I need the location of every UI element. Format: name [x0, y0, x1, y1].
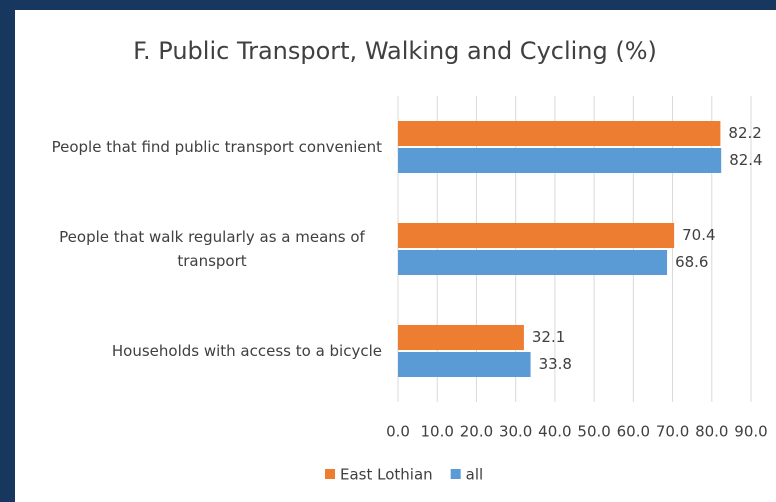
- x-tick-label: 10.0: [421, 423, 454, 441]
- data-label: 32.1: [532, 328, 565, 346]
- data-label: 82.4: [729, 151, 762, 169]
- category-label-box: Households with access to a bicycle: [20, 321, 382, 381]
- x-tick-label: 80.0: [695, 423, 728, 441]
- x-tick-label: 0.0: [386, 423, 410, 441]
- bar: [398, 223, 675, 248]
- x-tick-label: 20.0: [460, 423, 493, 441]
- y-tick-label: People that find public transport conven…: [51, 138, 382, 156]
- category-label-box: People that find public transport conven…: [20, 117, 382, 177]
- data-label: 33.8: [539, 355, 572, 373]
- x-tick-label: 70.0: [656, 423, 689, 441]
- legend-label: all: [466, 466, 484, 484]
- x-tick-label: 40.0: [538, 423, 571, 441]
- y-tick-label: People that walk regularly as a means of…: [59, 228, 365, 270]
- x-tick-label: 90.0: [734, 423, 767, 441]
- x-tick-label: 60.0: [617, 423, 650, 441]
- data-label: 82.2: [728, 124, 761, 142]
- x-tick-label: 50.0: [577, 423, 610, 441]
- bar: [398, 325, 524, 350]
- data-label: 70.4: [682, 226, 715, 244]
- data-label: 68.6: [675, 253, 708, 271]
- bar: [398, 250, 668, 275]
- bar: [398, 352, 531, 377]
- chart-title: F. Public Transport, Walking and Cycling…: [133, 37, 657, 65]
- y-tick-label: Households with access to a bicycle: [111, 342, 382, 360]
- legend-swatch: [450, 469, 461, 479]
- category-label-box: People that walk regularly as a means of…: [20, 219, 382, 279]
- legend-swatch: [325, 469, 335, 479]
- bar: [398, 148, 722, 173]
- x-tick-label: 30.0: [499, 423, 532, 441]
- bar: [398, 121, 721, 146]
- legend-label: East Lothian: [340, 466, 433, 484]
